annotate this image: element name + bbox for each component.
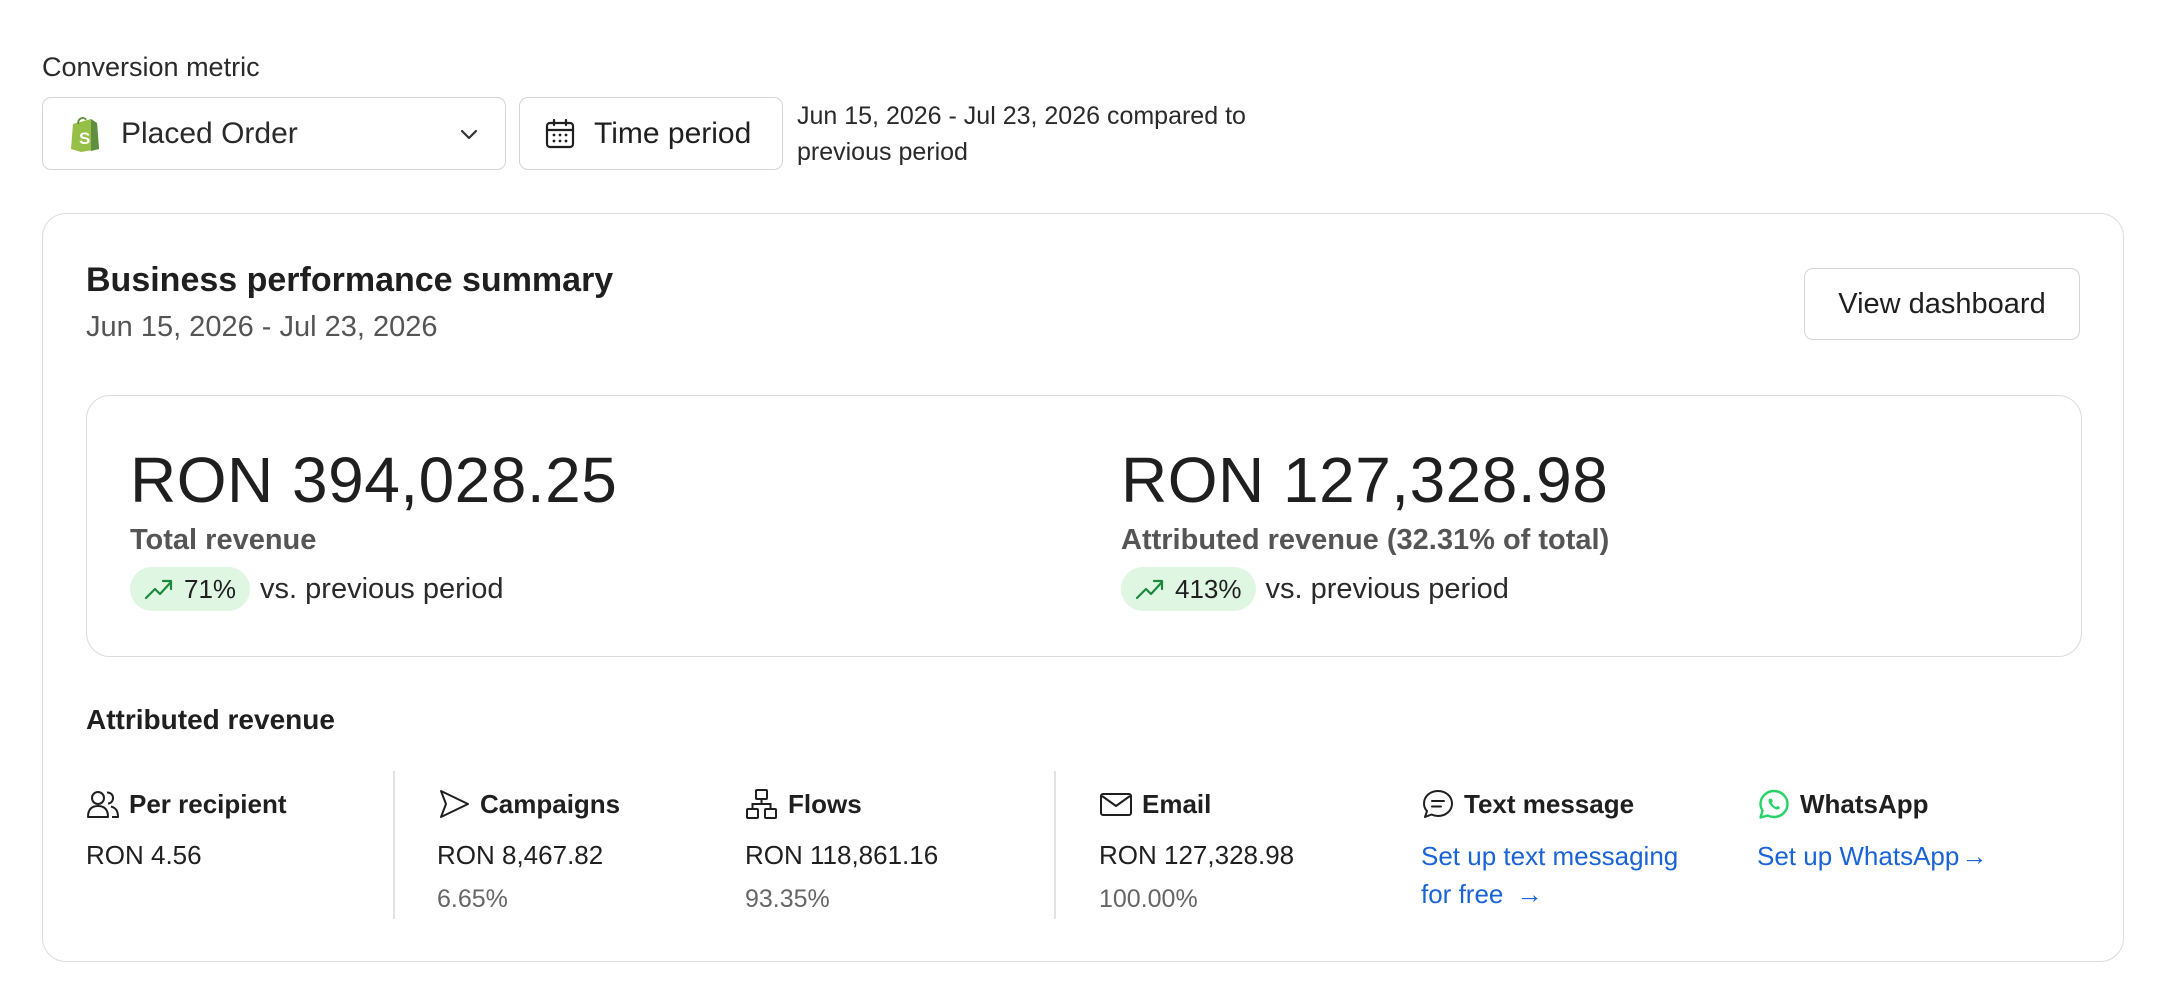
trend-percent: 413% [1175, 573, 1242, 604]
flow-icon [746, 789, 777, 819]
card-title: Business performance summary [86, 261, 614, 299]
attributed-revenue-title: Attributed revenue [86, 704, 335, 735]
flows-share: 93.35% [745, 885, 830, 913]
per-recipient-column: Per recipient RON 4.56 [86, 786, 287, 873]
attributed-revenue-trend: 413% vs. previous period [1121, 567, 1609, 611]
text-message-label: Text message [1464, 788, 1635, 819]
arrow-right-icon: → [1961, 841, 1988, 871]
period-description: Jun 15, 2026 - Jul 23, 2026 compared to … [797, 102, 1246, 166]
whatsapp-icon [1759, 789, 1789, 819]
mail-icon [1100, 793, 1132, 816]
trend-up-icon [144, 579, 173, 600]
per-recipient-label: Per recipient [129, 788, 287, 819]
column-divider [1054, 771, 1056, 919]
trend-badge: 413% [1121, 567, 1256, 611]
trend-badge: 71% [130, 567, 251, 611]
campaigns-value: RON 8,467.82 [437, 840, 604, 870]
column-divider [393, 771, 395, 919]
trend-comparison: vs. previous period [1265, 572, 1509, 605]
attributed-revenue-stat: RON 127,328.98 Attributed revenue (32.31… [1121, 444, 1609, 611]
conversion-metric-label: Conversion metric [42, 52, 260, 82]
view-dashboard-button[interactable]: View dashboard [1804, 268, 2080, 340]
trend-percent: 71% [184, 573, 237, 604]
time-period-button[interactable]: Time period [519, 97, 783, 170]
calendar-icon [545, 118, 575, 148]
text-message-column: Text message Set up text messaging for f… [1421, 786, 1678, 913]
flows-column: Flows RON 118,861.16 93.35% [745, 786, 938, 917]
link-line-2: for free [1421, 879, 1504, 909]
total-revenue-label: Total revenue [130, 524, 317, 556]
attributed-revenue-label: Attributed revenue (32.31% of total) [1121, 524, 1610, 556]
email-header: Email [1099, 786, 1294, 822]
setup-whatsapp-text: Set up WhatsApp [1757, 841, 1960, 871]
svg-text:S: S [79, 129, 90, 148]
link-line-1: Set up text messaging [1421, 841, 1679, 871]
campaigns-share: 6.65% [437, 885, 508, 913]
conversion-metric-value: Placed Order [121, 116, 298, 150]
flows-value: RON 118,861.16 [745, 840, 939, 870]
flows-label: Flows [788, 788, 862, 819]
arrow-right-icon: → [1516, 879, 1543, 909]
campaigns-label: Campaigns [480, 788, 621, 819]
card-date-range: Jun 15, 2026 - Jul 23, 2026 [86, 311, 438, 343]
shopify-icon: S [71, 116, 99, 152]
trend-comparison: vs. previous period [260, 572, 504, 605]
attributed-revenue-value: RON 127,328.98 [1121, 444, 1609, 516]
chat-icon [1423, 790, 1453, 818]
total-revenue-value: RON 394,028.25 [130, 444, 618, 516]
time-period-label: Time period [594, 116, 752, 150]
users-icon [87, 791, 119, 818]
text-message-header: Text message [1421, 786, 1678, 822]
per-recipient-header: Per recipient [86, 786, 287, 822]
total-revenue-trend: 71% vs. previous period [130, 567, 617, 611]
per-recipient-value: RON 4.56 [86, 840, 202, 870]
campaigns-column: Campaigns RON 8,467.82 6.65% [437, 786, 620, 917]
email-share: 100.00% [1099, 885, 1198, 913]
email-label: Email [1142, 788, 1212, 819]
total-revenue-stat: RON 394,028.25 Total revenue 71% vs. pre… [130, 444, 617, 611]
flows-header: Flows [745, 786, 938, 822]
performance-summary-card: Business performance summary Jun 15, 202… [42, 213, 2124, 962]
setup-whatsapp-link[interactable]: Set up WhatsApp→ [1757, 837, 1987, 875]
send-icon [440, 790, 469, 818]
whatsapp-label: WhatsApp [1800, 788, 1929, 819]
email-value: RON 127,328.98 [1099, 840, 1295, 870]
conversion-metric-select[interactable]: S Placed Order [42, 97, 506, 170]
email-column: Email RON 127,328.98 100.00% [1099, 786, 1294, 917]
whatsapp-header: WhatsApp [1757, 786, 1987, 822]
campaigns-header: Campaigns [437, 786, 620, 822]
trend-up-icon [1135, 579, 1164, 600]
whatsapp-column: WhatsApp Set up WhatsApp→ [1757, 786, 1987, 875]
chevron-down-icon [460, 129, 478, 139]
revenue-summary-box: RON 394,028.25 Total revenue 71% vs. pre… [86, 395, 2082, 657]
setup-text-messaging-link[interactable]: Set up text messaging for free → [1421, 837, 1678, 913]
